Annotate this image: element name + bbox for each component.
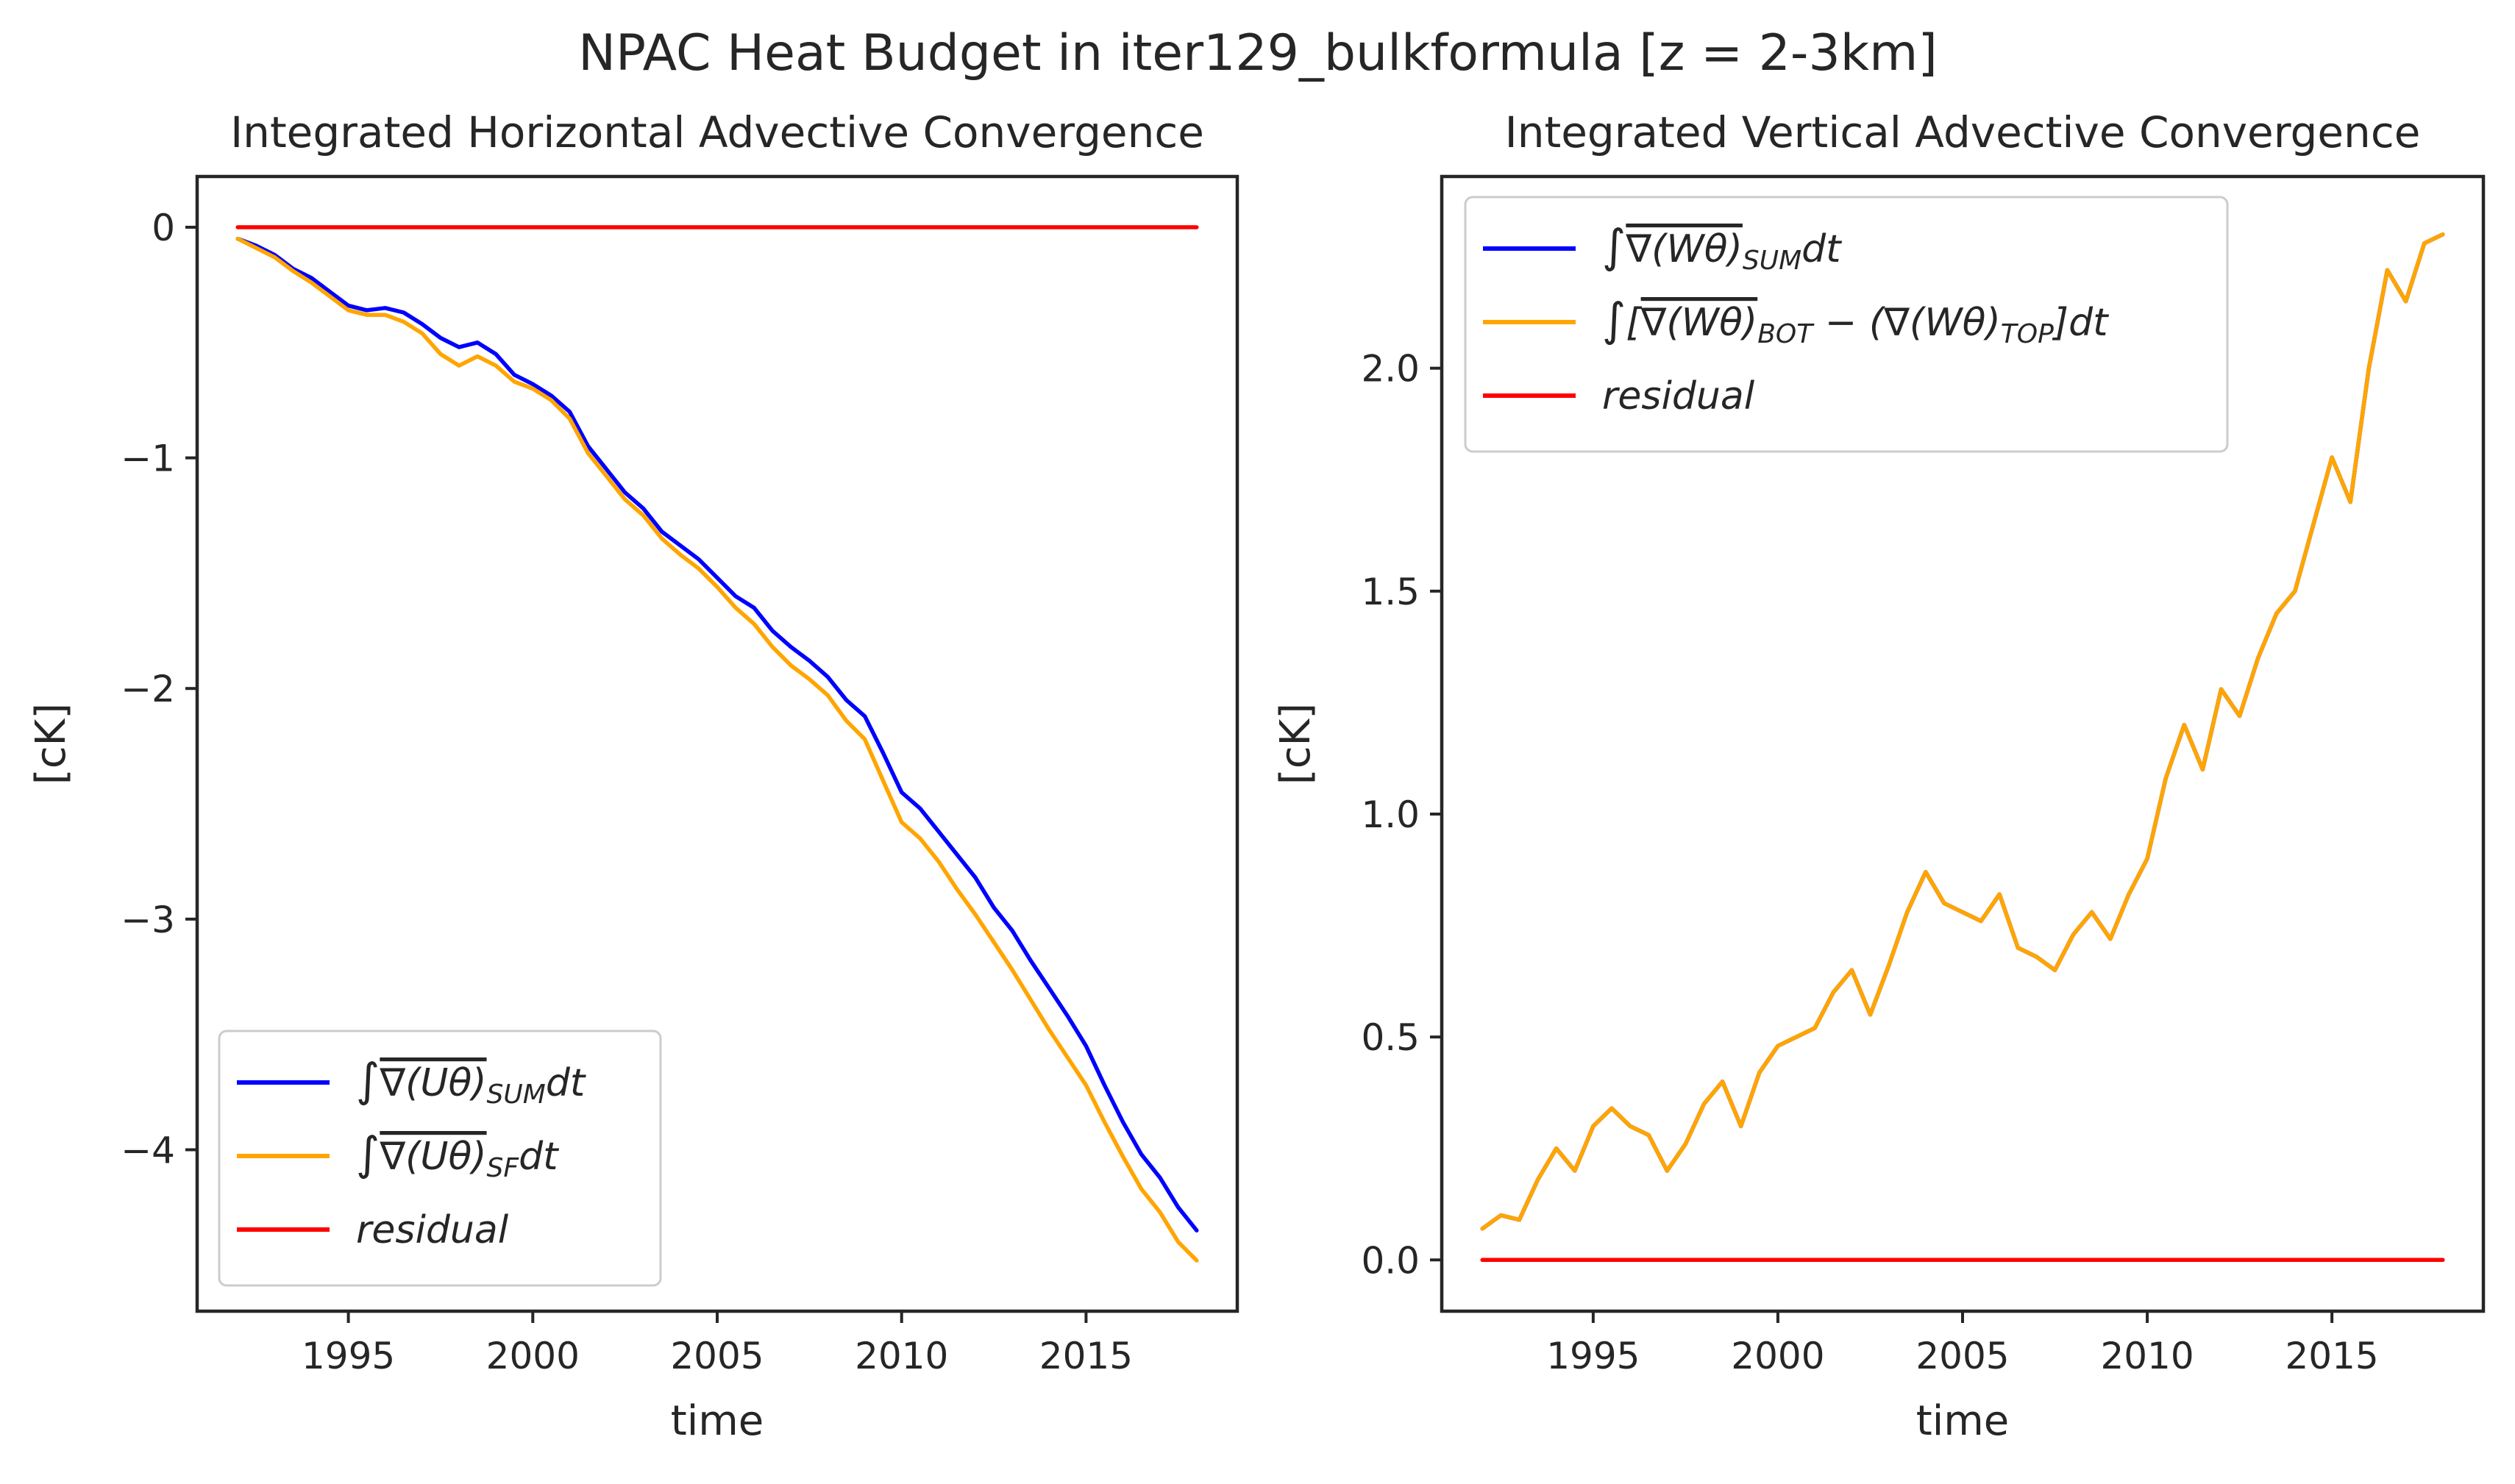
series-line-sum xyxy=(235,236,1199,1232)
panel-horizontal-advection: Integrated Horizontal Advective Converge… xyxy=(27,107,1239,1445)
y-tick-label: −1 xyxy=(121,438,175,480)
y-tick-label: 0.5 xyxy=(1361,1016,1420,1059)
legend-text-part: ∇(Wθ) xyxy=(1625,227,1743,271)
y-tick-label: 1.5 xyxy=(1361,571,1420,613)
legend-text-part: dt xyxy=(546,1061,586,1105)
legend-box xyxy=(218,1030,662,1287)
y-tick-label: −3 xyxy=(121,899,175,941)
x-tick-label: 2010 xyxy=(2100,1335,2194,1377)
y-tick-label: 2.0 xyxy=(1361,348,1420,390)
y-tick-label: −2 xyxy=(121,668,175,710)
x-tick-label: 2015 xyxy=(1039,1335,1133,1377)
panel-title: Integrated Vertical Advective Convergenc… xyxy=(1505,107,2421,157)
panel-title: Integrated Horizontal Advective Converge… xyxy=(230,107,1204,157)
x-tick-label: 2010 xyxy=(855,1335,948,1377)
x-axis-label: time xyxy=(1916,1397,2010,1445)
legend-text-part: ∇(Uθ) xyxy=(379,1061,486,1105)
legend-text-part: [ xyxy=(1626,301,1642,345)
x-tick-label: 2000 xyxy=(486,1335,580,1377)
legend-text-part: SF xyxy=(487,1153,520,1183)
series-line-comparison xyxy=(235,236,1199,1263)
legend-text-part: residual xyxy=(356,1208,509,1252)
legend-text-part: TOP xyxy=(2001,319,2054,349)
legend-text-part: ]dt xyxy=(2052,301,2109,345)
x-tick-label: 2000 xyxy=(1731,1335,1824,1377)
legend-box xyxy=(1464,196,2229,453)
x-tick-label: 2005 xyxy=(1915,1335,2009,1377)
x-axis-label: time xyxy=(671,1397,764,1445)
x-tick-label: 1995 xyxy=(302,1335,395,1377)
y-tick-label: 0.0 xyxy=(1361,1239,1420,1282)
legend-text-part: dt xyxy=(1801,227,1842,271)
panel-vertical-advection: Integrated Vertical Advective Convergenc… xyxy=(1272,107,2486,1445)
legend-entry-label: ∫∇(Uθ)SUMdt xyxy=(356,1053,586,1110)
y-tick-label: 1.0 xyxy=(1361,793,1420,836)
legend-text-part: SUM xyxy=(1743,246,1801,276)
y-tick-label: 0 xyxy=(152,207,175,249)
legend-entry-label: residual xyxy=(356,1208,509,1252)
legend-entry-label: ∫∇(Wθ)SUMdt xyxy=(1602,219,1842,276)
legend: ∫∇(Wθ)SUMdt∫[∇(Wθ)BOT − (∇(Wθ)TOP]dtresi… xyxy=(1464,196,2229,453)
y-axis-label: [cK] xyxy=(27,703,75,785)
legend-text-part: ∇(Wθ) xyxy=(1640,301,1758,345)
legend-entry-label: ∫∇(Uθ)SFdt xyxy=(356,1127,559,1183)
legend-text-part: BOT xyxy=(1757,319,1815,349)
x-tick-label: 2015 xyxy=(2285,1335,2379,1377)
x-tick-label: 1995 xyxy=(1546,1335,1640,1377)
legend-text-part: ∫ xyxy=(1602,219,1626,273)
series-line-comparison xyxy=(1480,232,2445,1231)
x-tick-label: 2005 xyxy=(670,1335,764,1377)
legend-text-part: ∫ xyxy=(356,1127,380,1180)
legend-text-part: residual xyxy=(1602,374,1755,418)
legend-entry-label: residual xyxy=(1602,374,1755,418)
legend-text-part: dt xyxy=(519,1135,559,1179)
figure-suptitle: NPAC Heat Budget in iter129_bulkformula … xyxy=(578,24,1938,82)
legend-text-part: ∫ xyxy=(1602,293,1626,346)
legend-text-part: SUM xyxy=(487,1080,546,1110)
legend-entry-label: ∫[∇(Wθ)BOT − (∇(Wθ)TOP]dt xyxy=(1602,293,2109,349)
legend-text-part: − (∇(Wθ) xyxy=(1813,301,2001,345)
y-tick-label: −4 xyxy=(121,1129,175,1171)
legend-text-part: ∫ xyxy=(356,1053,380,1107)
y-axis-label: [cK] xyxy=(1272,703,1320,785)
legend-text-part: ∇(Uθ) xyxy=(379,1135,486,1179)
